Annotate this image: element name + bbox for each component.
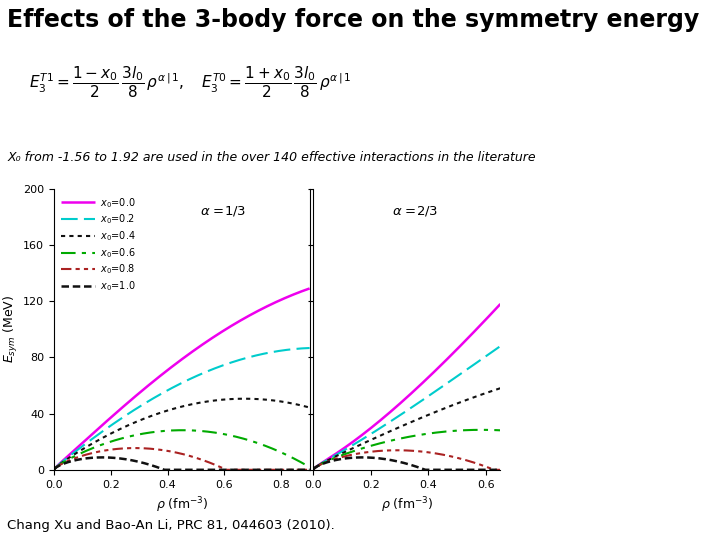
Text: $\alpha$ =1/3: $\alpha$ =1/3 [199,204,246,218]
Text: $E_3^{T1} = \dfrac{1-x_0}{2}\,\dfrac{3l_0}{8}\,\rho^{\alpha\,|\,1},$$\quad E_3^{: $E_3^{T1} = \dfrac{1-x_0}{2}\,\dfrac{3l_… [29,65,351,100]
Text: Effects of the 3-body force on the symmetry energy: Effects of the 3-body force on the symme… [7,8,699,32]
Text: Chang Xu and Bao-An Li, PRC 81, 044603 (2010).: Chang Xu and Bao-An Li, PRC 81, 044603 (… [7,519,335,532]
Legend: $x_0$=0.0, $x_0$=0.2, $x_0$=0.4, $x_0$=0.6, $x_0$=0.8, $x_0$=1.0: $x_0$=0.0, $x_0$=0.2, $x_0$=0.4, $x_0$=0… [59,194,138,295]
X-axis label: $\rho$ (fm$^{-3}$): $\rho$ (fm$^{-3}$) [381,495,433,515]
Text: $\alpha$ =2/3: $\alpha$ =2/3 [392,204,438,218]
X-axis label: $\rho$ (fm$^{-3}$): $\rho$ (fm$^{-3}$) [156,495,208,515]
Text: X₀ from -1.56 to 1.92 are used in the over 140 effective interactions in the lit: X₀ from -1.56 to 1.92 are used in the ov… [7,151,536,164]
Y-axis label: $E_{sym}$ (MeV): $E_{sym}$ (MeV) [2,295,20,363]
